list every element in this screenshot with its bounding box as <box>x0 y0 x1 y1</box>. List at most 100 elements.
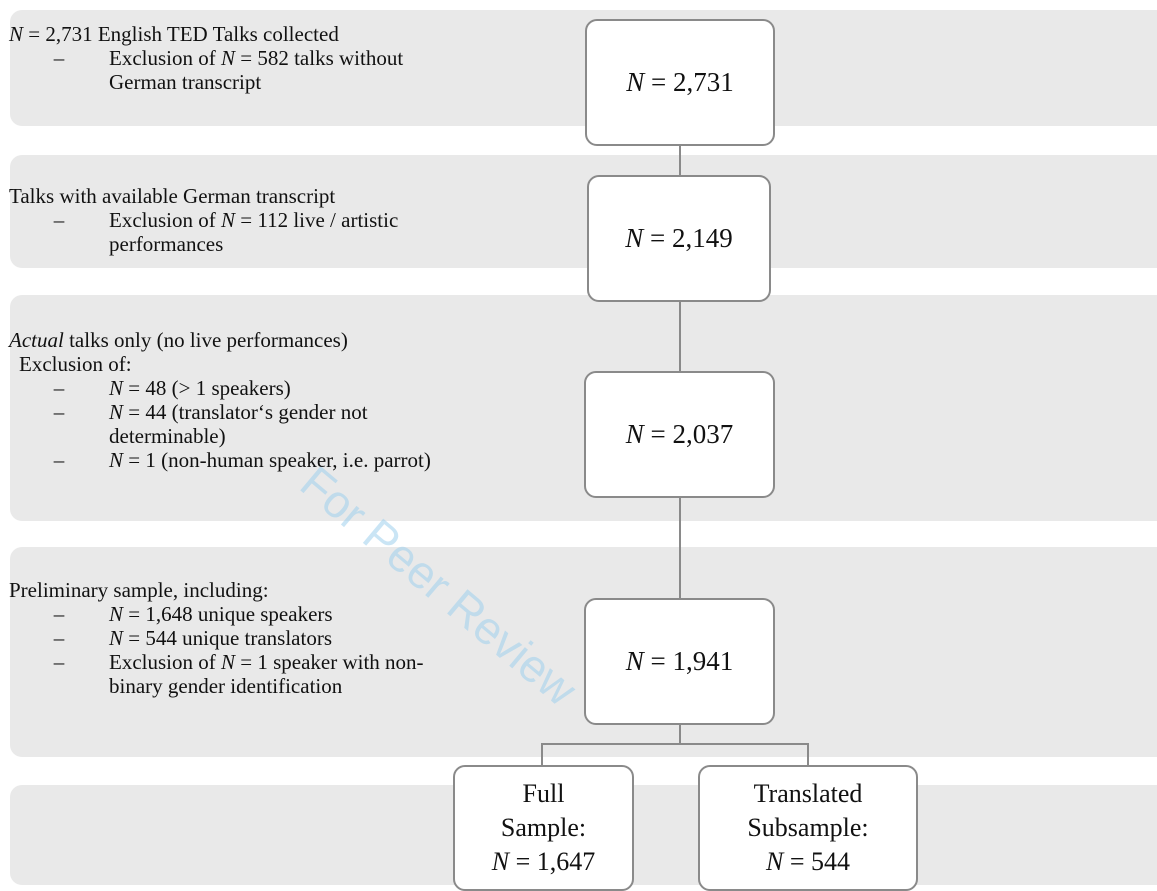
bullet-dash: – <box>53 208 65 232</box>
text-part: N <box>765 847 784 876</box>
connector-3-4 <box>679 497 681 598</box>
bullet-text: German transcript <box>109 70 261 94</box>
text-part: Preliminary sample, including: <box>9 578 269 602</box>
connector-split-left <box>541 743 543 765</box>
bullet-dash: – <box>53 602 65 626</box>
bullet-text: Exclusion of N = 1 speaker with non- <box>109 650 424 674</box>
text-part: determinable) <box>109 424 226 448</box>
bullet-dash <box>9 674 109 698</box>
bullet-dash: – <box>53 46 65 70</box>
connector-split-right <box>807 743 809 765</box>
sub-heading: Exclusion of: <box>9 352 431 376</box>
final-box-title: Subsample: <box>747 813 869 842</box>
bullet-item: – Exclusion of N = 1 speaker with non- <box>9 650 424 674</box>
bullet-dash: – <box>53 376 65 400</box>
count-label: N = 1,941 <box>626 646 734 677</box>
stage-text-2: Talks with available German transcript – E… <box>9 184 398 256</box>
text-part: = 1,941 <box>643 646 734 676</box>
bullet-text: N = 544 unique translators <box>109 626 332 650</box>
final-box-count: N = 544 <box>766 845 850 879</box>
text-part: Actual <box>9 328 64 352</box>
count-label: N = 2,149 <box>625 223 733 254</box>
bullet-dash <box>9 232 109 256</box>
bullet-dash: – <box>53 448 65 472</box>
text-part: N <box>109 626 124 650</box>
bullet-dash: – <box>53 400 65 424</box>
text-part: N <box>625 646 644 676</box>
text-part: N <box>625 223 644 253</box>
stage-band-4 <box>10 547 1157 757</box>
connector-2-3 <box>679 301 681 371</box>
bullet-text: binary gender identification <box>109 674 342 698</box>
final-box-title: Sample: <box>500 813 587 842</box>
text-part: = 44 (translator‘s gender not <box>123 400 368 424</box>
bullet-dash <box>9 424 109 448</box>
stage-text-3: Actual talks only (no live performances)… <box>9 328 431 472</box>
text-part: = 2,731 <box>644 67 734 97</box>
count-label: N = 2,037 <box>626 419 734 450</box>
text-part: Exclusion of <box>109 650 221 674</box>
bullet-text: N = 48 (> 1 speakers) <box>109 376 291 400</box>
text-part: = 582 talks without <box>235 46 404 70</box>
final-box-title: Full <box>522 779 565 808</box>
bullet-text: Exclusion of N = 112 live / artistic <box>109 208 398 232</box>
bullet-item: – N = 544 unique translators <box>9 626 424 650</box>
bullet-item: – N = 44 (translator‘s gender not <box>9 400 431 424</box>
bullet-continuation: performances <box>9 232 398 256</box>
count-box-2: N = 2,149 <box>587 175 771 302</box>
text-part: = 1,647 <box>509 847 596 876</box>
bullet-dash: – <box>53 650 65 674</box>
bullet-item: – Exclusion of N = 582 talks without <box>9 46 403 70</box>
text-part: N <box>220 46 235 70</box>
stage-heading: N = 2,731 English TED Talks collected <box>9 22 403 46</box>
count-label: N = 2,731 <box>626 67 734 98</box>
stage-band-2 <box>10 155 1157 268</box>
stage-text-1: N = 2,731 English TED Talks collected – Ex… <box>9 22 403 94</box>
bullet-text: N = 1,648 unique speakers <box>109 602 333 626</box>
text-part: Exclusion of <box>109 46 221 70</box>
text-part: = 112 live / artistic <box>235 208 399 232</box>
text-part: Talks with available German transcript <box>9 184 336 208</box>
stage-heading: Preliminary sample, including: <box>9 578 424 602</box>
text-part: N <box>220 208 235 232</box>
bullet-dash <box>9 70 109 94</box>
text-part: = 1 (non-human speaker, i.e. parrot) <box>123 448 431 472</box>
bullet-continuation: determinable) <box>9 424 431 448</box>
text-part: N <box>109 602 124 626</box>
text-part: N <box>491 847 510 876</box>
bullet-item: – N = 1 (non-human speaker, i.e. parrot) <box>9 448 431 472</box>
text-part: = 1,648 unique speakers <box>123 602 333 626</box>
stage-band-3 <box>10 295 1157 521</box>
bullet-continuation: binary gender identification <box>9 674 424 698</box>
connector-4-split <box>679 724 681 744</box>
text-part: Exclusion of: <box>19 352 132 376</box>
bullet-item: – N = 48 (> 1 speakers) <box>9 376 431 400</box>
text-part: talks only (no live performances) <box>63 328 348 352</box>
final-box-title: Translated <box>753 779 863 808</box>
stage-text-4: Preliminary sample, including: – N = 1,648… <box>9 578 424 698</box>
text-part: N <box>625 419 644 449</box>
bullet-text: determinable) <box>109 424 226 448</box>
bullet-continuation: German transcript <box>9 70 403 94</box>
final-box-count: N = 1,647 <box>492 845 596 879</box>
count-box-1: N = 2,731 <box>585 19 775 146</box>
text-part: = 2,731 English TED Talks collected <box>23 22 339 46</box>
count-box-4: N = 1,941 <box>584 598 775 725</box>
text-part: = 544 unique translators <box>123 626 332 650</box>
text-part: German transcript <box>109 70 262 94</box>
translated-subsample-box: Translated Subsample: N = 544 <box>698 765 918 891</box>
text-part: N <box>109 448 124 472</box>
text-part: = 544 <box>783 847 850 876</box>
bullet-text: performances <box>109 232 223 256</box>
text-part: = 1 speaker with non- <box>235 650 424 674</box>
text-part: = 2,037 <box>643 419 734 449</box>
bullet-text: N = 1 (non-human speaker, i.e. parrot) <box>109 448 431 472</box>
stage-heading: Actual talks only (no live performances) <box>9 328 431 352</box>
text-part: N <box>626 67 645 97</box>
text-part: binary gender identification <box>109 674 343 698</box>
text-part: = 2,149 <box>643 223 733 253</box>
text-part: Exclusion of <box>109 208 221 232</box>
full-sample-box: Full Sample: N = 1,647 <box>453 765 634 891</box>
bullet-item: – N = 1,648 unique speakers <box>9 602 424 626</box>
text-part: N <box>220 650 235 674</box>
